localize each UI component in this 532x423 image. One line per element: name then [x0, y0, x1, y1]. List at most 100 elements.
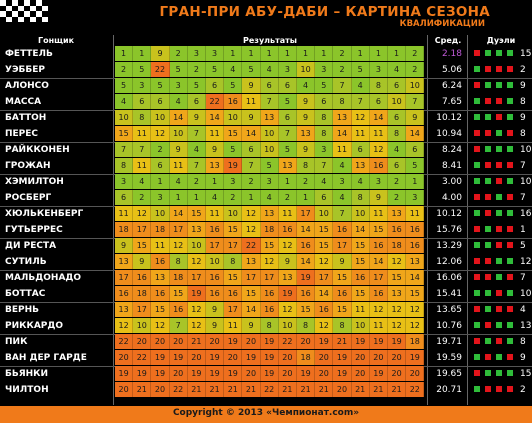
- result-cell: 11: [278, 206, 297, 221]
- result-cell: 2: [115, 62, 134, 77]
- result-cell: 12: [169, 238, 188, 253]
- result-cell: 10: [224, 110, 243, 125]
- result-cell: 2: [224, 190, 243, 205]
- result-cell: 22: [206, 94, 225, 109]
- result-cell: 16: [151, 254, 170, 269]
- driver-name: БОТТАС: [5, 289, 46, 299]
- duel-indicators: 10: [470, 142, 532, 158]
- result-cell: 12: [242, 206, 261, 221]
- result-cell: 13: [297, 126, 316, 141]
- duel-indicators: 15: [470, 366, 532, 382]
- result-cell: 9: [297, 94, 316, 109]
- result-cell: 1: [242, 46, 261, 61]
- result-cell: 12: [187, 318, 206, 333]
- result-cell: 17: [133, 222, 152, 237]
- result-cell: 6: [369, 94, 388, 109]
- result-cell: 11: [351, 302, 370, 317]
- result-cell: 20: [151, 382, 170, 397]
- table-row: СУТИЛЬ 13 9 16 8 12 10 8 13 12 9 14 12 9 15 14 12 13 12.06…: [0, 254, 532, 270]
- duel-square: [496, 322, 502, 328]
- result-cell: 11: [133, 158, 152, 173]
- avg-value: 8.41: [441, 161, 462, 171]
- result-cell: 18: [151, 222, 170, 237]
- result-cell: 1: [351, 46, 370, 61]
- duel-indicators: 8: [470, 126, 532, 142]
- result-cell: 14: [242, 126, 261, 141]
- duel-square: [485, 130, 491, 136]
- avg-value: 8.24: [441, 145, 462, 155]
- result-cell: 21: [224, 382, 243, 397]
- result-cell: 1: [297, 190, 316, 205]
- result-cell: 7: [187, 126, 206, 141]
- result-cell: 3: [406, 190, 425, 205]
- duel-count: 10: [520, 289, 532, 299]
- result-cell: 7: [278, 126, 297, 141]
- table-row: ДИ РЕСТА 9 15 11 12 10 17 17 22 15 12 16 15 17 15 16 18 1…: [0, 238, 532, 254]
- result-cell: 8: [297, 318, 316, 333]
- result-cell: 4: [388, 62, 407, 77]
- result-cell: 19: [151, 366, 170, 381]
- result-cell: 1: [224, 46, 243, 61]
- result-cell: 9: [333, 254, 352, 269]
- result-cell: 3: [115, 174, 134, 189]
- result-cell: 15: [388, 270, 407, 285]
- result-cell: 17: [133, 302, 152, 317]
- duel-square: [474, 66, 480, 72]
- avg-value: 20.71: [436, 385, 462, 395]
- result-cell: 3: [206, 46, 225, 61]
- result-cell: 16: [369, 286, 388, 301]
- result-cell: 19: [133, 366, 152, 381]
- flag-square: [42, 5, 48, 11]
- result-cell: 12: [315, 318, 334, 333]
- result-cell: 15: [297, 302, 316, 317]
- result-cell: 10: [151, 110, 170, 125]
- result-cell: 13: [278, 158, 297, 173]
- duel-square: [496, 242, 502, 248]
- duel-square: [485, 66, 491, 72]
- result-cell: 20: [115, 382, 134, 397]
- duel-square: [507, 50, 513, 56]
- result-cell: 1: [187, 190, 206, 205]
- result-cell: 21: [297, 382, 316, 397]
- result-cell: 22: [151, 62, 170, 77]
- flag-square: [0, 16, 6, 22]
- duel-square: [474, 226, 480, 232]
- result-cell: 3: [187, 46, 206, 61]
- duel-square: [474, 386, 480, 392]
- column-header-results: Результаты: [243, 36, 297, 45]
- duel-square: [507, 178, 513, 184]
- result-cell: 20: [242, 334, 261, 349]
- result-cell: 19: [260, 350, 279, 365]
- result-cell: 16: [260, 286, 279, 301]
- result-cell: 15: [333, 270, 352, 285]
- duel-square: [507, 130, 513, 136]
- result-cell: 12: [351, 110, 370, 125]
- table-row: МАССА 4 6 6 4 6 22 16 11 7 5 9 6 8 7 6 10 7 7.65 8: [0, 94, 532, 110]
- result-cell: 12: [388, 254, 407, 269]
- table-row: РАЙККОНЕН 7 7 2 9 4 9 5 6 10 5 9 3 11 6 12 4 6 8.24 10: [0, 142, 532, 158]
- result-cell: 17: [224, 238, 243, 253]
- result-cell: 4: [187, 142, 206, 157]
- duel-square: [485, 82, 491, 88]
- duel-square: [507, 226, 513, 232]
- duel-square: [474, 178, 480, 184]
- column-header-duels: Дуэли: [486, 36, 516, 45]
- result-cell: 1: [169, 190, 188, 205]
- result-cell: 2: [333, 62, 352, 77]
- flag-square: [30, 16, 36, 22]
- result-cell: 4: [206, 190, 225, 205]
- flag-square: [36, 16, 42, 22]
- result-cell: 19: [315, 334, 334, 349]
- duel-indicators: 7: [470, 270, 532, 286]
- result-cell: 13: [388, 206, 407, 221]
- result-cell: 5: [133, 62, 152, 77]
- result-cell: 20: [224, 350, 243, 365]
- result-cell: 12: [278, 238, 297, 253]
- result-cell: 5: [224, 142, 243, 157]
- result-cell: 13: [260, 206, 279, 221]
- result-cell: 13: [187, 222, 206, 237]
- driver-name: ФЕТТЕЛЬ: [5, 49, 53, 59]
- result-cell: 10: [406, 78, 425, 93]
- result-cell: 3: [169, 78, 188, 93]
- duel-square: [496, 50, 502, 56]
